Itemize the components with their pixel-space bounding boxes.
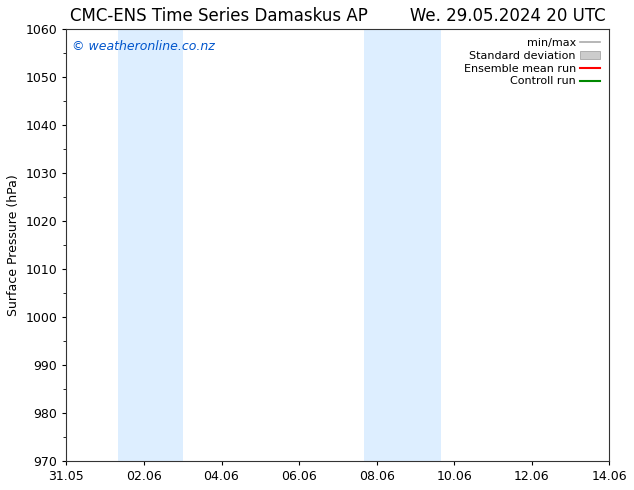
Bar: [118, 29, 183, 461]
Text: © weatheronline.co.nz: © weatheronline.co.nz: [72, 40, 214, 53]
Legend: min/max, Standard deviation, Ensemble mean run, Controll run: min/max, Standard deviation, Ensemble me…: [460, 35, 604, 90]
Y-axis label: Surface Pressure (hPa): Surface Pressure (hPa): [7, 174, 20, 316]
Title: CMC-ENS Time Series Damaskus AP        We. 29.05.2024 20 UTC: CMC-ENS Time Series Damaskus AP We. 29.0…: [70, 7, 605, 25]
Bar: [364, 29, 441, 461]
